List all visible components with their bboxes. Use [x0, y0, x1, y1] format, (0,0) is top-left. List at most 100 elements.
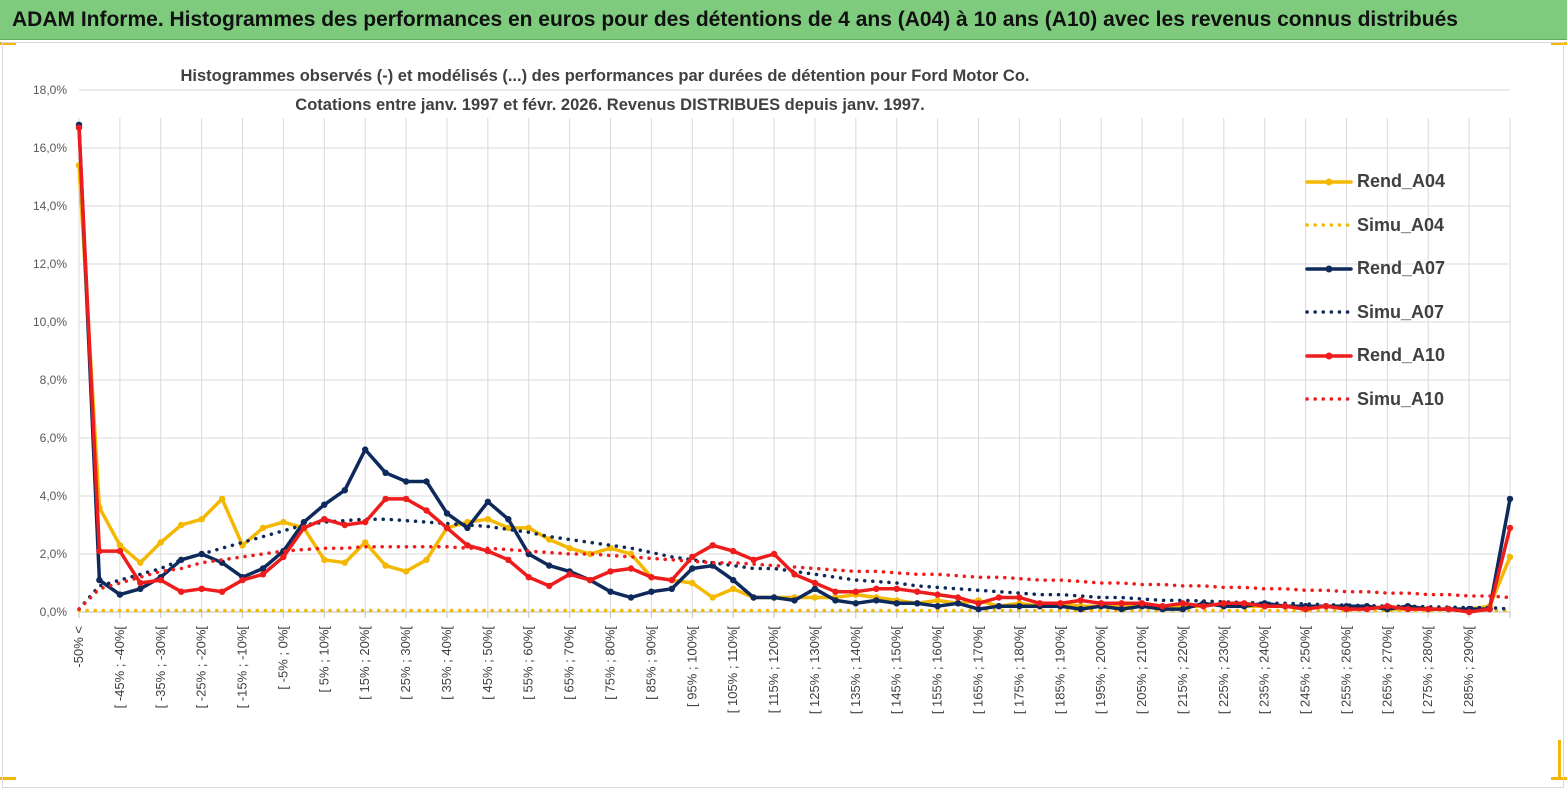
data-point-rend-a07 — [873, 597, 880, 604]
data-point-rend-a10 — [689, 553, 696, 561]
data-point-rend-a10 — [791, 571, 798, 578]
data-point-rend-a10 — [464, 542, 471, 549]
data-point-rend-a07 — [362, 446, 369, 453]
y-tick-label: 14,0% — [33, 199, 67, 213]
data-point-rend-a04 — [321, 556, 328, 563]
data-point-rend-a10 — [525, 574, 532, 581]
legend-item-simu-a10: Simu_A10 — [1305, 378, 1475, 422]
data-point-rend-a04 — [402, 568, 410, 575]
data-point-rend-a07 — [730, 576, 737, 584]
data-point-rend-a04 — [382, 562, 389, 569]
data-point-rend-a04 — [362, 539, 369, 546]
data-point-rend-a04 — [811, 594, 819, 601]
data-point-rend-a04 — [484, 516, 492, 523]
x-tick-label: -50% < — [71, 626, 86, 668]
data-point-rend-a10 — [893, 585, 900, 592]
data-point-rend-a07 — [995, 603, 1003, 610]
data-point-rend-a07 — [607, 588, 614, 595]
data-point-rend-a10 — [259, 571, 267, 578]
corner-accent-tl — [0, 42, 16, 45]
data-point-rend-a10 — [1506, 524, 1514, 532]
data-point-rend-a04 — [178, 521, 185, 529]
y-tick-label: 18,0% — [33, 83, 67, 97]
data-point-rend-a10 — [1261, 603, 1268, 610]
data-point-rend-a10 — [668, 576, 675, 584]
data-point-rend-a10 — [811, 579, 819, 587]
legend-swatch-rend-a07 — [1305, 265, 1353, 273]
y-tick-label: 6,0% — [40, 431, 68, 445]
data-point-rend-a10 — [1057, 600, 1064, 607]
y-tick-label: 4,0% — [40, 489, 68, 503]
y-tick-label: 2,0% — [40, 547, 68, 561]
data-point-rend-a10 — [1036, 600, 1044, 607]
data-point-rend-a04 — [730, 585, 737, 592]
x-tick-label: [ 125% ; 130%[ — [807, 626, 822, 715]
legend-swatch-simu-a10 — [1305, 397, 1353, 401]
data-point-rend-a10 — [648, 574, 655, 581]
legend-swatch-rend-a04 — [1305, 178, 1353, 186]
data-point-rend-a07 — [1077, 605, 1084, 613]
data-point-rend-a10 — [321, 516, 328, 523]
x-tick-label: [ 265% ; 270%[ — [1379, 626, 1394, 715]
data-point-rend-a10 — [198, 585, 205, 592]
data-point-rend-a10 — [852, 588, 859, 595]
data-point-rend-a04 — [137, 559, 144, 566]
data-point-rend-a10 — [1465, 608, 1473, 616]
data-point-rend-a10 — [239, 576, 246, 584]
x-tick-label: [ 235% ; 240%[ — [1257, 626, 1272, 715]
legend-swatch-rend-a10 — [1305, 352, 1353, 360]
data-point-rend-a10 — [1016, 594, 1023, 601]
data-point-rend-a10 — [995, 594, 1003, 601]
x-tick-label: [ 45% ; 50%[ — [480, 626, 495, 700]
y-tick-label: 8,0% — [40, 373, 68, 387]
data-point-rend-a07 — [443, 510, 451, 517]
data-point-rend-a10 — [1302, 605, 1309, 613]
data-point-rend-a10 — [443, 524, 451, 532]
data-point-rend-a07 — [402, 478, 410, 485]
data-point-rend-a04 — [259, 524, 267, 532]
x-tick-label: [ 65% ; 70%[ — [562, 626, 577, 700]
chart-subtitle: Cotations entre janv. 1997 et févr. 2026… — [295, 96, 924, 114]
x-tick-label: [ 145% ; 150%[ — [889, 626, 904, 715]
x-tick-label: [ 255% ; 260%[ — [1338, 626, 1353, 715]
data-point-rend-a10 — [157, 576, 164, 584]
data-point-rend-a10 — [750, 556, 757, 563]
x-tick-label: [ 15% ; 20%[ — [357, 626, 372, 700]
data-point-rend-a07 — [505, 516, 512, 523]
x-tick-label: [ 215% ; 220%[ — [1175, 626, 1190, 715]
data-point-rend-a04 — [341, 559, 348, 566]
legend-label: Simu_A04 — [1357, 214, 1445, 235]
data-point-rend-a07 — [811, 585, 819, 592]
data-point-rend-a10 — [832, 588, 839, 595]
x-tick-label: [ 275% ; 280%[ — [1420, 626, 1435, 715]
x-tick-label: [ 155% ; 160%[ — [930, 626, 945, 715]
corner-accent-bl — [0, 777, 16, 780]
data-point-rend-a10 — [382, 495, 389, 503]
data-point-rend-a10 — [423, 507, 430, 514]
x-tick-label: [ 135% ; 140%[ — [848, 626, 863, 715]
x-tick-label: [ 35% ; 40%[ — [439, 626, 454, 700]
data-point-rend-a10 — [873, 585, 880, 592]
data-point-rend-a10 — [934, 591, 941, 598]
data-point-rend-a10 — [1159, 603, 1166, 610]
data-point-rend-a07 — [975, 605, 982, 613]
data-point-rend-a07 — [321, 501, 328, 508]
data-point-rend-a10 — [362, 518, 369, 526]
data-point-rend-a07 — [914, 600, 921, 607]
x-tick-label: [ -45% ; -40%[ — [112, 626, 127, 709]
chart-frame — [2, 42, 1564, 788]
data-point-rend-a10 — [1281, 603, 1289, 610]
x-tick-label: [ -15% ; -10%[ — [235, 626, 250, 709]
data-point-rend-a10 — [341, 521, 348, 529]
data-point-rend-a07 — [852, 600, 859, 607]
data-point-rend-a10 — [75, 124, 83, 131]
x-tick-label: [ 205% ; 210%[ — [1134, 626, 1149, 715]
data-point-rend-a04 — [709, 594, 716, 601]
data-point-rend-a10 — [1486, 605, 1493, 613]
x-tick-label: [ 115% ; 120%[ — [766, 626, 781, 714]
chart-title: Histogrammes observés (-) et modélisés (… — [180, 67, 1029, 85]
x-tick-label: [ -5% ; 0%[ — [275, 626, 290, 690]
data-point-rend-a07 — [627, 594, 635, 601]
banner-title: ADAM Informe. Histogrammes des performan… — [0, 0, 1567, 40]
